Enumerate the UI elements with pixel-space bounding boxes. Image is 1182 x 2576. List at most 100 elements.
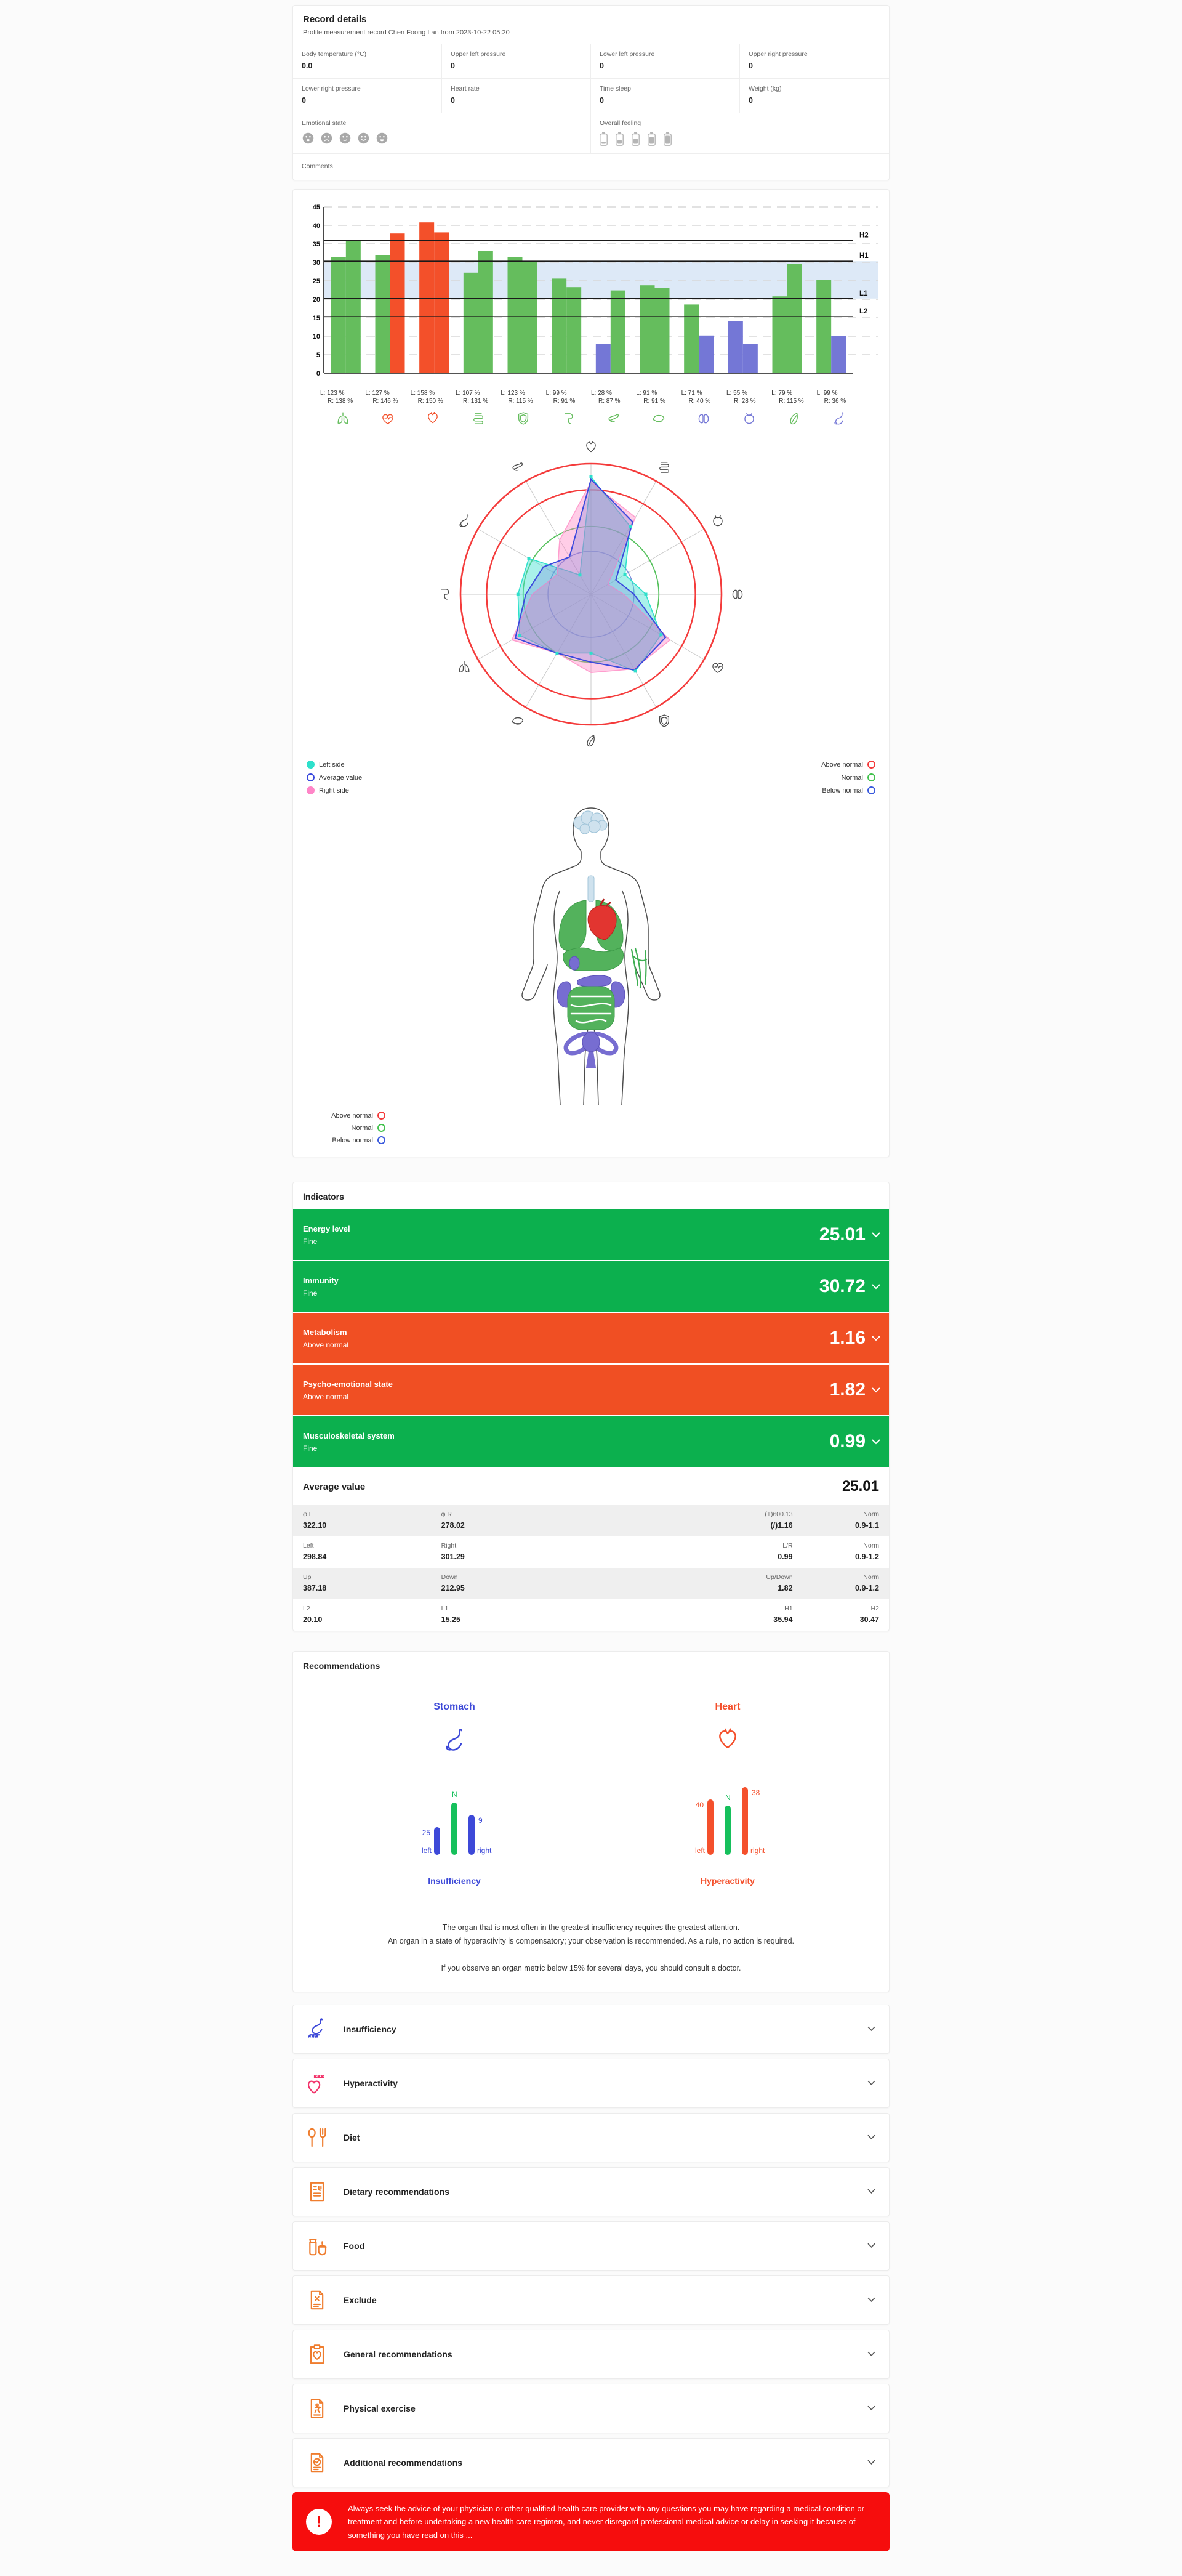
accordion-insufficiency[interactable]: Insufficiency	[292, 2004, 890, 2054]
metric-cell: Norm 0.9-1.2	[855, 1573, 879, 1593]
organ-bar-chart-svg: 0 5 10 15 20 25 30 35 40 45 H2 H1 L1 L2	[313, 204, 878, 378]
chevron-down-icon[interactable]	[867, 2297, 875, 2303]
colon-icon	[565, 413, 573, 424]
metric-cell: H1 35.94	[773, 1605, 793, 1624]
pancreas-icon	[512, 462, 523, 471]
accordion-additional-recommendations[interactable]: Additional recommendations	[292, 2437, 890, 2487]
bar-label: L: 55 % R: 28 %	[726, 390, 756, 405]
record-details-card: Record details Profile measurement recor…	[292, 5, 890, 180]
field-lower-left-pressure[interactable]: Lower left pressure 0	[591, 44, 740, 79]
field-heart-rate[interactable]: Heart rate 0	[442, 79, 591, 113]
battery-level-5-icon[interactable]	[664, 132, 672, 146]
smile-face-icon[interactable]	[357, 132, 370, 145]
metrics-row: φ L 322.10 φ R 278.02 (+)600.13 (/)1.16 Norm 0.…	[293, 1505, 889, 1536]
field-upper-right-pressure[interactable]: Upper right pressure 0	[740, 44, 889, 79]
indicator-row-psycho-emotional-state[interactable]: Psycho-emotional state Above normal 1.82	[293, 1365, 889, 1416]
overall-feeling-rating[interactable]	[600, 132, 880, 146]
stomach-icon	[459, 514, 469, 527]
svg-text:5: 5	[316, 352, 320, 359]
svg-text:15: 15	[313, 315, 320, 322]
svg-text:20: 20	[313, 296, 320, 304]
chevron-down-icon[interactable]	[867, 2405, 875, 2411]
exclamation-icon: !	[306, 2508, 332, 2535]
field-weight-kg-[interactable]: Weight (kg) 0	[740, 79, 889, 113]
chevron-down-icon[interactable]	[872, 1387, 880, 1393]
indicator-row-immunity[interactable]: Immunity Fine 30.72	[293, 1261, 889, 1313]
average-value-label: Average value	[303, 1481, 366, 1492]
metric-cell: H2 30.47	[859, 1605, 879, 1624]
accordion-physical-exercise[interactable]: Physical exercise	[292, 2383, 890, 2433]
indicator-row-musculoskeletal-system[interactable]: Musculoskeletal system Fine 0.99	[293, 1416, 889, 1468]
average-value: 25.01	[842, 1478, 879, 1495]
organ-block-stomach: Stomach 25 N 9 left right Insufficiency	[356, 1702, 553, 1886]
very-sad-face-icon[interactable]	[302, 132, 315, 145]
stomach-icon	[446, 1729, 462, 1751]
cutlery-icon	[308, 2128, 326, 2147]
battery-level-3-icon[interactable]	[632, 132, 640, 146]
accordion-dietary-recommendations[interactable]: Dietary recommendations	[292, 2166, 890, 2216]
bar-label: L: 107 % R: 131 %	[455, 390, 489, 405]
chevron-down-icon[interactable]	[867, 2134, 875, 2140]
heart-icon	[428, 412, 438, 424]
chevron-down-icon[interactable]	[872, 1439, 880, 1445]
organ-icons-row	[320, 411, 862, 427]
chevron-down-icon[interactable]	[867, 2189, 875, 2194]
metric-cell: φ R 278.02	[441, 1511, 465, 1530]
chevron-down-icon[interactable]	[867, 2460, 875, 2465]
accordion-diet[interactable]: Diet	[292, 2112, 890, 2162]
battery-level-2-icon[interactable]	[616, 132, 624, 146]
svg-text:L2: L2	[859, 308, 867, 315]
field-body-temperature-c-[interactable]: Body temperature (°C) 0.0	[293, 44, 442, 79]
happy-face-icon[interactable]	[376, 132, 388, 145]
bar-label: L: 158 % R: 150 %	[410, 390, 443, 405]
organ-radar-chart	[292, 430, 890, 758]
accordion-exclude[interactable]: Exclude	[292, 2275, 890, 2325]
accordion-general-recommendations[interactable]: General recommendations	[292, 2329, 890, 2379]
body-legend-normal: Normal	[307, 1124, 385, 1132]
chevron-down-icon[interactable]	[867, 2243, 875, 2248]
battery-level-4-icon[interactable]	[648, 132, 656, 146]
charts-card: 0 5 10 15 20 25 30 35 40 45 H2 H1 L1 L2 L: 123 % R: 13…	[292, 189, 890, 1157]
svg-text:25: 25	[313, 278, 320, 285]
field-lower-right-pressure[interactable]: Lower right pressure 0	[293, 79, 442, 113]
chevron-down-icon[interactable]	[867, 2026, 875, 2032]
report-page: Record details Profile measurement recor…	[292, 0, 890, 2576]
colon-icon	[441, 589, 449, 600]
body-legend-below-normal: Below normal	[307, 1136, 385, 1144]
stomach-icon	[834, 412, 844, 425]
field-upper-left-pressure[interactable]: Upper left pressure 0	[442, 44, 591, 79]
metrics-row: Left 298.84 Right 301.29 L/R 0.99 Norm 0.9-1.2	[293, 1536, 889, 1568]
bar-label: L: 28 % R: 87 %	[590, 390, 621, 405]
emotional-state-rating[interactable]	[302, 132, 582, 145]
metrics-row: L2 20.10 L1 15.25 H1 35.94 H2 30.47	[293, 1599, 889, 1631]
chevron-down-icon[interactable]	[872, 1232, 880, 1238]
intestine-icon	[659, 462, 669, 473]
legend-right-side: Right side	[307, 786, 362, 794]
legend-below-normal: Below normal	[821, 786, 875, 794]
liver-icon	[653, 414, 665, 422]
accordion-hyperactivity[interactable]: Hyperactivity	[292, 2058, 890, 2108]
sad-face-icon[interactable]	[320, 132, 333, 145]
indicator-row-metabolism[interactable]: Metabolism Above normal 1.16	[293, 1313, 889, 1365]
pancreas-icon	[608, 413, 619, 422]
food-jars-icon	[309, 2239, 327, 2255]
stomach-down-icon	[307, 2017, 323, 2038]
indicator-row-energy-level[interactable]: Energy level Fine 25.01	[293, 1209, 889, 1261]
lungs-icon	[337, 412, 348, 424]
svg-text:10: 10	[313, 333, 320, 341]
chevron-down-icon[interactable]	[867, 2080, 875, 2086]
bladder-icon	[744, 413, 754, 424]
bar-label: L: 123 % R: 115 %	[501, 390, 533, 405]
chevron-down-icon[interactable]	[872, 1336, 880, 1341]
chevron-down-icon[interactable]	[867, 2351, 875, 2357]
battery-level-1-icon[interactable]	[600, 132, 608, 146]
human-body-svg	[521, 807, 661, 1105]
indicators-heading: Indicators	[303, 1192, 344, 1201]
body-organ-diagram	[474, 802, 708, 1108]
recommendations-notes: The organ that is most often in the grea…	[387, 1923, 795, 1972]
neutral-face-icon[interactable]	[339, 132, 352, 145]
accordion-food[interactable]: Food	[292, 2221, 890, 2271]
field-time-sleep[interactable]: Time sleep 0	[591, 79, 740, 113]
metric-cell: (+)600.13 (/)1.16	[765, 1511, 793, 1530]
chevron-down-icon[interactable]	[872, 1284, 880, 1290]
